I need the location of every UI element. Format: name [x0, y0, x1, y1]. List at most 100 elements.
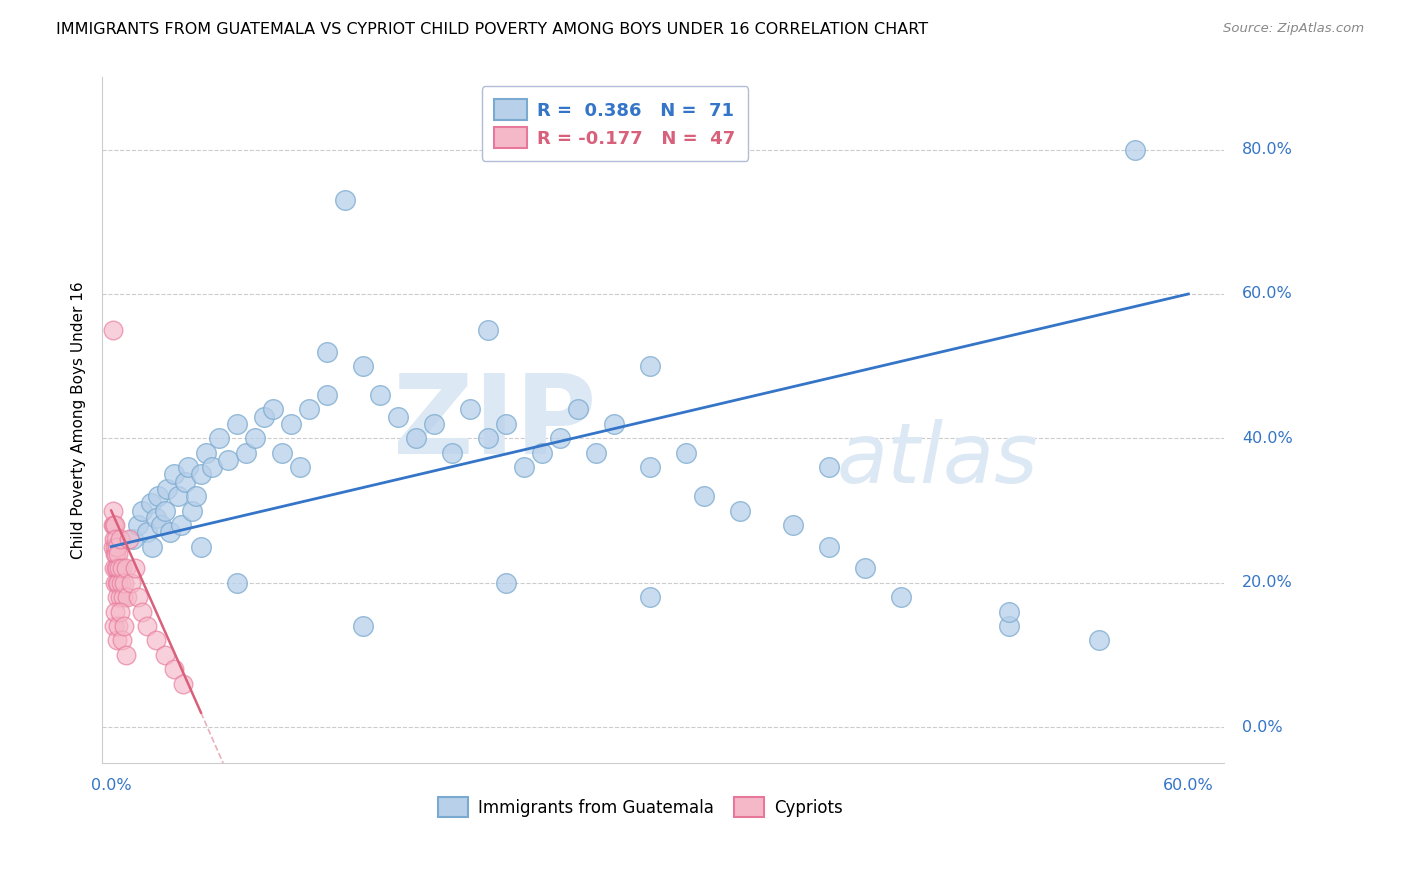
Point	[145, 510, 167, 524]
Point	[127, 590, 149, 604]
Point	[675, 446, 697, 460]
Point	[638, 460, 661, 475]
Point	[136, 525, 159, 540]
Point	[101, 323, 124, 337]
Point	[111, 561, 134, 575]
Point	[104, 547, 127, 561]
Point	[998, 619, 1021, 633]
Point	[121, 533, 143, 547]
Point	[146, 489, 169, 503]
Point	[1123, 143, 1146, 157]
Point	[288, 460, 311, 475]
Point	[423, 417, 446, 431]
Point	[585, 446, 607, 460]
Text: 60.0%: 60.0%	[1163, 778, 1213, 793]
Point	[136, 619, 159, 633]
Point	[253, 409, 276, 424]
Point	[603, 417, 626, 431]
Point	[818, 460, 841, 475]
Point	[352, 619, 374, 633]
Point	[104, 518, 127, 533]
Point	[208, 431, 231, 445]
Point	[352, 359, 374, 373]
Point	[728, 503, 751, 517]
Point	[262, 402, 284, 417]
Point	[998, 605, 1021, 619]
Point	[114, 561, 136, 575]
Point	[145, 633, 167, 648]
Point	[163, 662, 186, 676]
Point	[495, 575, 517, 590]
Point	[131, 503, 153, 517]
Text: Source: ZipAtlas.com: Source: ZipAtlas.com	[1223, 22, 1364, 36]
Point	[173, 475, 195, 489]
Point	[108, 561, 131, 575]
Point	[141, 540, 163, 554]
Point	[108, 590, 131, 604]
Point	[477, 323, 499, 337]
Point	[692, 489, 714, 503]
Legend: Immigrants from Guatemala, Cypriots: Immigrants from Guatemala, Cypriots	[432, 791, 849, 823]
Text: ZIP: ZIP	[392, 370, 596, 477]
Point	[107, 590, 129, 604]
Point	[104, 575, 127, 590]
Point	[370, 388, 392, 402]
Point	[853, 561, 876, 575]
Point	[103, 540, 125, 554]
Point	[513, 460, 536, 475]
Point	[110, 575, 132, 590]
Point	[107, 547, 129, 561]
Point	[184, 489, 207, 503]
Point	[153, 503, 176, 517]
Point	[195, 446, 218, 460]
Text: 60.0%: 60.0%	[1243, 286, 1294, 301]
Point	[243, 431, 266, 445]
Point	[567, 402, 589, 417]
Point	[105, 633, 128, 648]
Point	[531, 446, 554, 460]
Point	[127, 518, 149, 533]
Point	[495, 417, 517, 431]
Point	[172, 677, 194, 691]
Point	[890, 590, 912, 604]
Point	[112, 575, 135, 590]
Text: 20.0%: 20.0%	[1243, 575, 1294, 591]
Point	[405, 431, 427, 445]
Point	[124, 561, 146, 575]
Point	[638, 590, 661, 604]
Point	[104, 533, 127, 547]
Point	[153, 648, 176, 662]
Text: IMMIGRANTS FROM GUATEMALA VS CYPRIOT CHILD POVERTY AMONG BOYS UNDER 16 CORRELATI: IMMIGRANTS FROM GUATEMALA VS CYPRIOT CHI…	[56, 22, 928, 37]
Point	[458, 402, 481, 417]
Text: 40.0%: 40.0%	[1243, 431, 1294, 446]
Point	[166, 489, 188, 503]
Text: atlas: atlas	[837, 419, 1038, 500]
Point	[107, 619, 129, 633]
Point	[103, 518, 125, 533]
Point	[105, 575, 128, 590]
Point	[108, 533, 131, 547]
Point	[225, 417, 247, 431]
Point	[156, 482, 179, 496]
Point	[190, 540, 212, 554]
Point	[103, 619, 125, 633]
Point	[118, 533, 141, 547]
Point	[818, 540, 841, 554]
Point	[150, 518, 173, 533]
Point	[103, 561, 125, 575]
Point	[103, 533, 125, 547]
Point	[117, 590, 139, 604]
Point	[120, 575, 142, 590]
Point	[159, 525, 181, 540]
Point	[782, 518, 804, 533]
Point	[103, 503, 125, 517]
Point	[225, 575, 247, 590]
Point	[107, 561, 129, 575]
Y-axis label: Child Poverty Among Boys Under 16: Child Poverty Among Boys Under 16	[72, 282, 86, 559]
Point	[112, 619, 135, 633]
Point	[280, 417, 302, 431]
Point	[108, 605, 131, 619]
Point	[235, 446, 257, 460]
Point	[270, 446, 292, 460]
Point	[139, 496, 162, 510]
